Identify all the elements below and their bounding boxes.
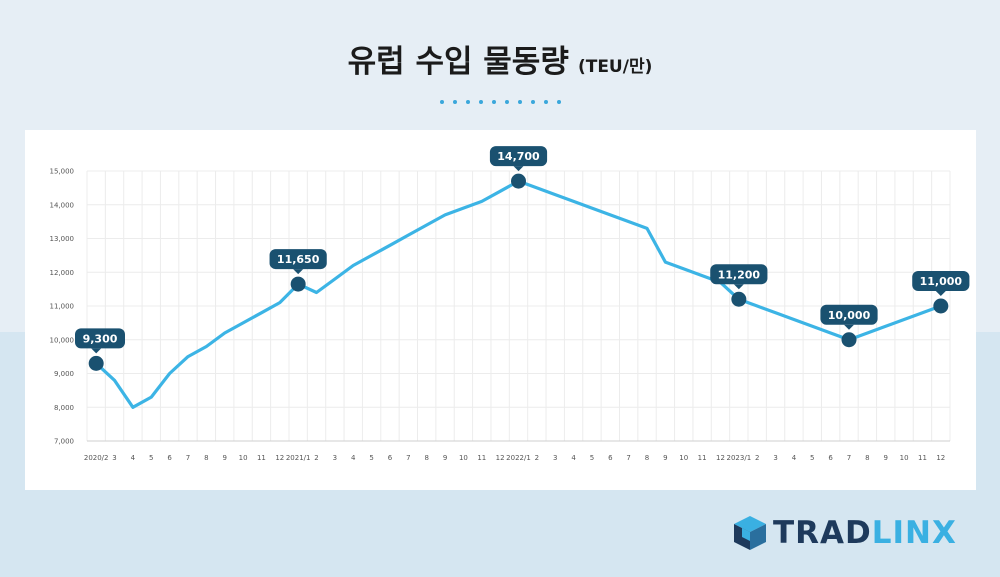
x-tick-label: 9 xyxy=(883,454,887,462)
y-tick-label: 12,000 xyxy=(50,269,75,277)
x-tick-label: 2021/1 xyxy=(286,454,311,462)
x-tick-label: 10 xyxy=(679,454,688,462)
x-tick-label: 9 xyxy=(663,454,667,462)
logo-text-linx: LINX xyxy=(871,515,957,551)
x-tick-label: 3 xyxy=(553,454,557,462)
logo-wordmark: TRADLINX xyxy=(773,515,957,551)
x-tick-label: 5 xyxy=(369,454,373,462)
x-tick-label: 2 xyxy=(755,454,759,462)
x-tick-label: 9 xyxy=(443,454,447,462)
x-tick-label: 11 xyxy=(477,454,486,462)
x-tick-label: 11 xyxy=(698,454,707,462)
x-tick-label: 8 xyxy=(424,454,428,462)
x-tick-label: 3 xyxy=(773,454,777,462)
x-tick-label: 3 xyxy=(112,454,116,462)
value-badge xyxy=(820,304,878,325)
x-tick-label: 6 xyxy=(828,454,833,462)
x-tick-label: 8 xyxy=(204,454,208,462)
x-tick-label: 4 xyxy=(571,454,576,462)
title-text: 유럽 수입 물동량 xyxy=(347,44,569,80)
x-tick-label: 12 xyxy=(275,454,284,462)
value-badge-pointer xyxy=(844,324,855,330)
x-tick-label: 12 xyxy=(496,454,505,462)
y-tick-label: 7,000 xyxy=(54,438,74,446)
chart-title: 유럽 수입 물동량 (TEU/만) xyxy=(0,36,1000,81)
y-tick-label: 10,000 xyxy=(50,336,75,344)
x-tick-label: 7 xyxy=(406,454,410,462)
x-tick-label: 12 xyxy=(716,454,725,462)
x-tick-label: 7 xyxy=(626,454,630,462)
data-point-marker xyxy=(511,173,526,189)
title-unit: (TEU/만) xyxy=(577,57,653,77)
x-tick-label: 2023/1 xyxy=(727,454,752,462)
x-tick-label: 7 xyxy=(847,454,851,462)
x-tick-label: 10 xyxy=(239,454,248,462)
x-tick-label: 11 xyxy=(257,454,266,462)
x-tick-label: 8 xyxy=(645,454,649,462)
data-label: 11,000 xyxy=(920,275,963,288)
x-tick-label: 4 xyxy=(351,454,356,462)
x-tick-label: 6 xyxy=(167,454,172,462)
data-point-marker xyxy=(290,276,306,292)
value-badge-pointer xyxy=(733,284,744,290)
data-label: 11,650 xyxy=(277,253,320,266)
y-tick-label: 8,000 xyxy=(54,404,74,412)
value-badge xyxy=(912,271,970,291)
x-tick-label: 2 xyxy=(535,454,539,462)
data-label: 14,700 xyxy=(497,150,540,163)
x-tick-label: 2022/1 xyxy=(506,454,531,462)
x-tick-label: 5 xyxy=(149,454,153,462)
x-tick-label: 10 xyxy=(900,454,909,462)
tradlinx-logo: TRADLINX xyxy=(733,513,957,553)
x-tick-label: 6 xyxy=(388,454,393,462)
value-badge xyxy=(75,328,125,349)
value-badge-pointer xyxy=(293,269,304,275)
y-tick-label: 11,000 xyxy=(50,303,75,311)
x-tick-label: 9 xyxy=(222,454,226,462)
data-label: 11,200 xyxy=(718,268,761,281)
x-tick-label: 12 xyxy=(936,454,945,462)
data-point-marker xyxy=(731,291,747,307)
data-point-marker xyxy=(88,355,104,371)
y-tick-label: 15,000 xyxy=(50,168,75,176)
x-tick-label: 8 xyxy=(865,454,869,462)
value-badge xyxy=(489,146,548,167)
value-badge-pointer xyxy=(935,291,946,296)
x-tick-label: 5 xyxy=(590,454,594,462)
x-tick-label: 4 xyxy=(792,454,797,462)
data-label: 10,000 xyxy=(828,309,871,322)
value-badge xyxy=(710,264,768,285)
value-badge-pointer xyxy=(91,348,102,354)
value-badge xyxy=(269,249,327,270)
y-tick-label: 14,000 xyxy=(50,201,75,209)
data-point-marker xyxy=(933,298,949,314)
cube-logo-icon xyxy=(734,516,766,550)
chart-panel: 7,000 8,000 9,000 10,000 11,000 12,000 13,000 1… xyxy=(25,130,976,490)
x-tick-label: 10 xyxy=(459,454,468,462)
logo-text-trad: TRAD xyxy=(773,515,872,551)
x-tick-label: 2 xyxy=(314,454,318,462)
data-point-marker xyxy=(841,332,857,348)
data-label: 9,300 xyxy=(83,332,118,345)
value-badge-pointer xyxy=(513,166,524,172)
x-tick-label: 5 xyxy=(810,454,814,462)
x-tick-label: 3 xyxy=(333,454,337,462)
y-tick-label: 9,000 xyxy=(54,370,74,378)
x-tick-label: 2020/2 xyxy=(84,454,109,462)
x-tick-label: 6 xyxy=(608,454,613,462)
y-tick-label: 13,000 xyxy=(50,235,75,243)
title-divider-dots xyxy=(0,95,1000,104)
x-tick-label: 4 xyxy=(131,454,136,462)
x-tick-label: 7 xyxy=(186,454,190,462)
line-chart: 7,000 8,000 9,000 10,000 11,000 12,000 13,000 1… xyxy=(50,146,970,462)
x-tick-label: 11 xyxy=(918,454,927,462)
